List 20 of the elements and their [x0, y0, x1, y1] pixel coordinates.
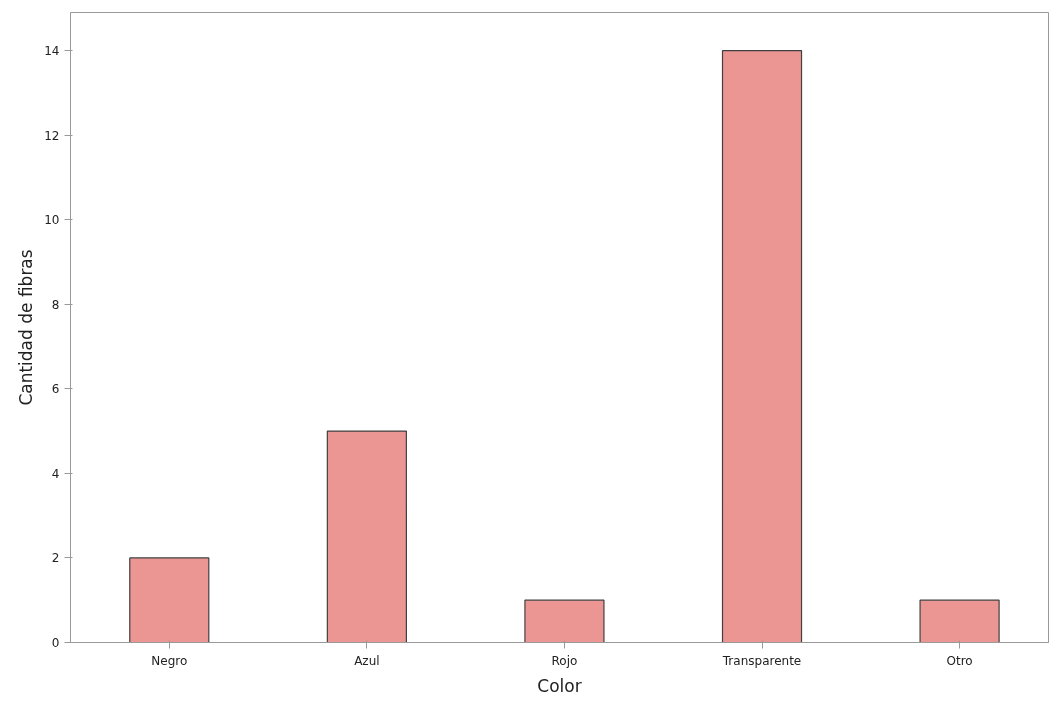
- bar: [919, 599, 1000, 643]
- y-axis-title: Cantidad de fibras: [16, 249, 37, 406]
- y-tick-label: 6: [51, 382, 60, 397]
- bar: [524, 599, 605, 643]
- x-axis-title: Color: [537, 675, 582, 696]
- x-tick-label: Negro: [151, 653, 188, 668]
- y-tick-label: 0: [51, 636, 60, 650]
- y-tick-label: 4: [51, 466, 60, 481]
- bar: [326, 430, 407, 643]
- x-tick-label: Transparente: [721, 653, 802, 668]
- y-tick-label: 2: [51, 551, 60, 566]
- x-tick-label: Azul: [354, 653, 380, 668]
- bar: [129, 557, 210, 643]
- y-tick-label: 8: [51, 297, 60, 312]
- y-tick-label: 10: [44, 213, 60, 228]
- bar: [721, 49, 803, 643]
- y-tick-label: 14: [44, 44, 60, 59]
- y-tick-label: 12: [44, 128, 60, 143]
- x-tick-label: Rojo: [551, 653, 578, 668]
- x-tick-label: Otro: [946, 653, 973, 668]
